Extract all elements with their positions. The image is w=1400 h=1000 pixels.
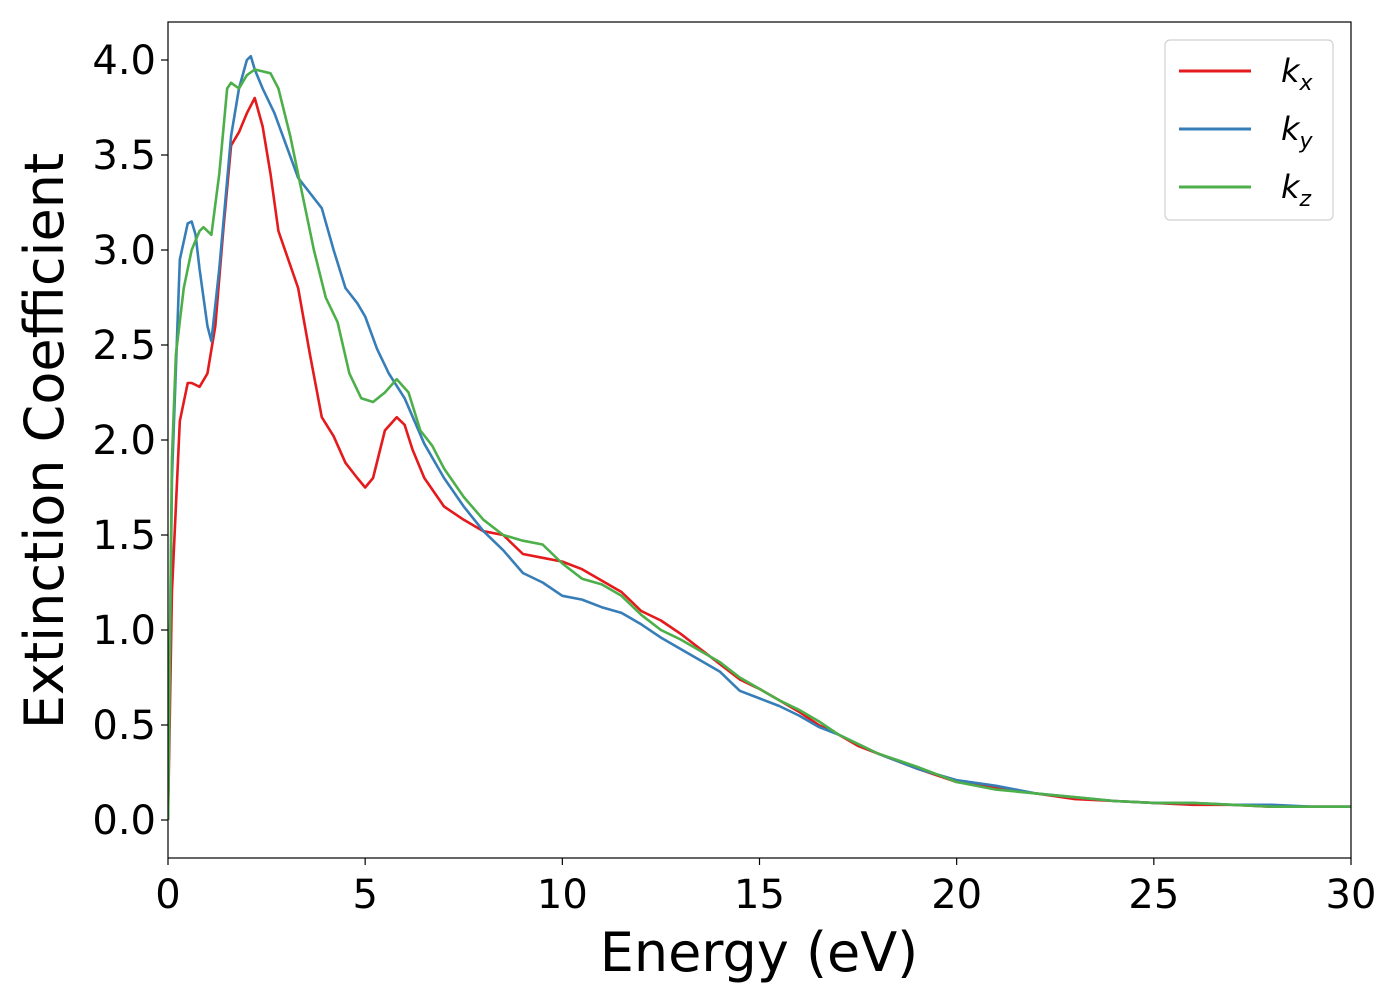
x-tick-label: 25 <box>1128 872 1179 918</box>
x-tick-label: 0 <box>155 872 180 918</box>
axes-layer: 0 5 10 15 20 25 30 0.0 0.5 1.0 1.5 2.0 2.5 3.0 3.5 4.0 <box>92 21 1377 918</box>
plot-area <box>168 22 1351 858</box>
y-tick-label: 3.5 <box>92 133 156 179</box>
y-tick-label: 0.5 <box>92 703 156 749</box>
y-tick-label: 1.0 <box>92 608 156 654</box>
legend-label-k-y: ky <box>1281 110 1314 154</box>
y-tick-label: 0.0 <box>92 798 156 844</box>
x-tick-label: 10 <box>537 872 588 918</box>
x-tick-label: 5 <box>352 872 377 918</box>
legend: kx ky kz <box>1164 39 1334 221</box>
y-axis-label: Extinction Coefficient <box>13 153 76 729</box>
legend-label-k-z: kz <box>1281 168 1312 212</box>
x-tick-label: 15 <box>734 872 785 918</box>
x-tick-label: 20 <box>931 872 982 918</box>
y-tick-label: 2.5 <box>92 323 156 369</box>
y-tick-label: 1.5 <box>92 513 156 559</box>
y-tick-label: 4.0 <box>92 38 156 84</box>
legend-label-k-x: kx <box>1281 52 1314 96</box>
series-layer <box>168 54 1351 821</box>
y-tick-label: 2.0 <box>92 418 156 464</box>
series-line-k-z <box>168 68 1351 821</box>
y-tick-label: 3.0 <box>92 228 156 274</box>
x-axis-label: Energy (eV) <box>600 921 919 984</box>
x-tick-label: 30 <box>1326 872 1377 918</box>
plot-background <box>168 22 1351 858</box>
